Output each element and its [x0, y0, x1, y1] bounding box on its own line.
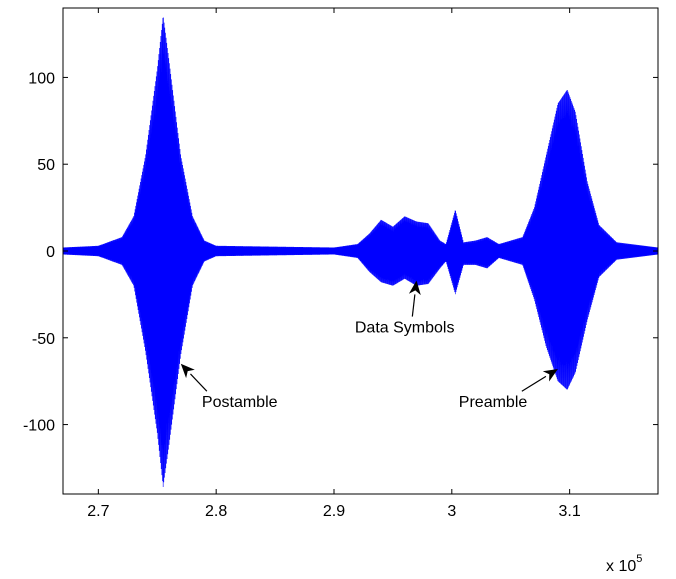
annotation-arrow-head	[408, 280, 421, 296]
x-axis-ticks: 2.7 2.8 2.9 3 3.1	[87, 8, 581, 520]
y-tick-label: 100	[28, 70, 55, 87]
y-tick-label: -100	[23, 418, 55, 435]
x-tick-label: 3	[447, 503, 456, 520]
signal-trace	[62, 17, 659, 487]
x-multiplier-exponent: 5	[636, 553, 642, 565]
y-tick-label: 50	[37, 157, 55, 174]
annotation-arrow-head	[542, 369, 558, 382]
x-tick-label: 3.1	[559, 503, 581, 520]
annotation-arrow-shaft	[521, 375, 547, 392]
y-axis-ticks: 100 50 0 -50 -100	[23, 70, 658, 435]
y-tick-label: -50	[32, 331, 55, 348]
annotations: Postamble Data Symbols Preamble	[180, 280, 558, 411]
annotation-label: Postamble	[202, 394, 278, 411]
annotation-label: Preamble	[459, 394, 528, 411]
x-tick-label: 2.7	[87, 503, 109, 520]
annotation-arrow-head	[180, 363, 195, 379]
x-multiplier-label: x 105	[606, 553, 642, 575]
x-multiplier-base: x 10	[606, 558, 636, 575]
annotation-arrow-shaft	[411, 294, 416, 317]
annotation-arrow-shaft	[190, 373, 208, 392]
x-tick-label: 2.9	[323, 503, 345, 520]
annotation-label: Data Symbols	[355, 320, 455, 337]
y-tick-label: 0	[46, 244, 55, 261]
x-tick-label: 2.8	[205, 503, 227, 520]
